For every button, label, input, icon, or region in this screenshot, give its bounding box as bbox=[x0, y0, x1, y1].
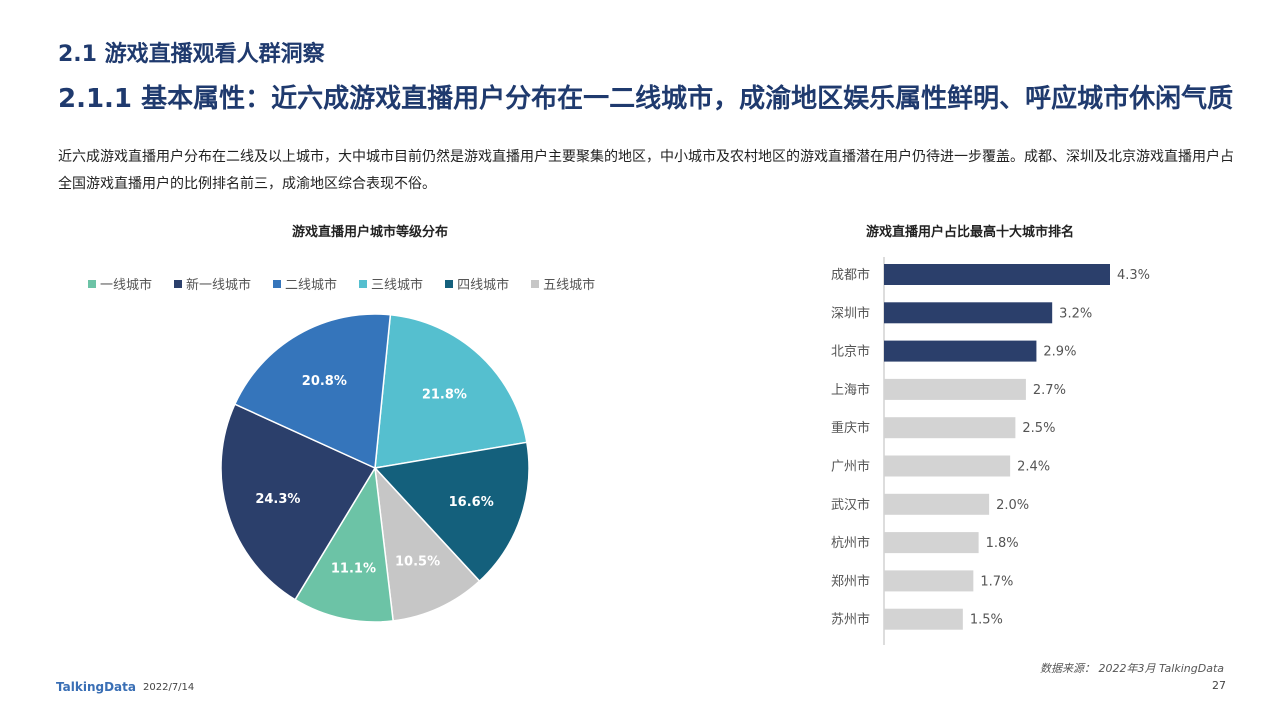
pie-chart-title: 游戏直播用户城市等级分布 bbox=[291, 225, 448, 240]
pie-legend: 一线城市 新一线城市 二线城市 三线城市 四线城市 五线城市 bbox=[88, 274, 617, 293]
bar bbox=[884, 264, 1110, 285]
pie-slice-label: 24.3% bbox=[255, 492, 300, 507]
bar-chart: 成都市 4.3% 深圳市 3.2% 北京市 2.9% 上海市 2.7% 重庆市 2.5% 广州市 2.… bbox=[831, 257, 1150, 645]
pie-slice bbox=[294, 465, 394, 623]
bar-category-label: 深圳市 bbox=[831, 305, 870, 321]
bar bbox=[884, 417, 1016, 439]
pie-slice-label: 11.1% bbox=[331, 561, 376, 576]
legend-swatch bbox=[531, 279, 540, 288]
bar-category-label: 重庆市 bbox=[831, 420, 870, 436]
bar bbox=[884, 455, 1011, 477]
legend-label: 五线城市 bbox=[543, 278, 596, 293]
legend-item: 五线城市 bbox=[531, 274, 595, 293]
bar-category-label: 郑州市 bbox=[831, 573, 870, 589]
bar-value-label: 3.2% bbox=[1059, 306, 1092, 321]
legend-item: 二线城市 bbox=[273, 274, 337, 293]
bar bbox=[884, 302, 1053, 324]
legend-label: 三线城市 bbox=[371, 278, 424, 293]
legend-item: 三线城市 bbox=[359, 274, 423, 293]
bar bbox=[884, 378, 1026, 400]
legend-label: 一线城市 bbox=[100, 278, 153, 293]
bar bbox=[884, 493, 990, 515]
bar-category-label: 广州市 bbox=[831, 459, 870, 475]
legend-label: 新一线城市 bbox=[186, 278, 252, 293]
bar-value-label: 4.3% bbox=[1117, 268, 1150, 283]
bar-value-label: 1.5% bbox=[970, 613, 1003, 628]
pie-slice bbox=[220, 403, 377, 601]
page-title: 2.1.1 基本属性：近六成游戏直播用户分布在一二线城市，成渝地区娱乐属性鲜明、… bbox=[58, 84, 1234, 114]
pie-slice-label: 10.5% bbox=[395, 554, 440, 569]
page-number: 27 bbox=[1212, 679, 1226, 692]
pie-slice bbox=[233, 313, 392, 470]
bar bbox=[884, 340, 1037, 362]
bar-value-label: 1.8% bbox=[986, 536, 1019, 551]
bar bbox=[884, 532, 979, 554]
bar-category-label: 武汉市 bbox=[831, 497, 870, 513]
bar bbox=[884, 608, 963, 630]
bar-value-label: 2.0% bbox=[996, 498, 1029, 513]
pie-slice-label: 20.8% bbox=[302, 374, 347, 389]
bar-category-label: 北京市 bbox=[831, 344, 870, 360]
pie-slice bbox=[373, 465, 481, 622]
bar bbox=[884, 570, 974, 592]
legend-item: 新一线城市 bbox=[174, 274, 251, 293]
data-source: 数据来源： 2022年3月 TalkingData bbox=[1040, 662, 1224, 675]
legend-swatch bbox=[273, 279, 282, 288]
legend-swatch bbox=[88, 279, 96, 288]
bar-value-label: 1.7% bbox=[980, 574, 1013, 589]
pie-chart: 21.8% 16.6% 10.5% 11.1% 24.3% 20.8% bbox=[220, 313, 530, 623]
section-title: 2.1 游戏直播观看人群洞察 bbox=[58, 42, 325, 67]
bar-value-label: 2.7% bbox=[1033, 383, 1066, 398]
intro-paragraph: 近六成游戏直播用户分布在二线及以上城市，大中城市目前仍然是游戏直播用户主要聚集的… bbox=[58, 149, 1234, 192]
bar-category-label: 苏州市 bbox=[831, 612, 870, 628]
legend-item: 四线城市 bbox=[445, 274, 509, 293]
pie-slice bbox=[373, 441, 530, 583]
footer-date: 2022/7/14 bbox=[143, 682, 195, 693]
bar-value-label: 2.4% bbox=[1017, 460, 1050, 475]
pie-slice-label: 21.8% bbox=[422, 388, 467, 403]
bar-category-label: 成都市 bbox=[831, 267, 870, 283]
legend-swatch bbox=[359, 279, 368, 288]
legend-swatch bbox=[445, 279, 454, 288]
talkingdata-logo: TalkingData bbox=[56, 680, 136, 694]
legend-label: 四线城市 bbox=[457, 278, 510, 293]
bar-category-label: 杭州市 bbox=[831, 535, 870, 551]
pie-slice-label: 16.6% bbox=[449, 495, 494, 510]
bar-value-label: 2.9% bbox=[1043, 345, 1076, 360]
legend-item: 一线城市 bbox=[88, 274, 152, 293]
pie-slice bbox=[374, 313, 528, 469]
bar-category-label: 上海市 bbox=[831, 382, 870, 398]
legend-swatch bbox=[174, 279, 183, 288]
legend-label: 二线城市 bbox=[285, 278, 338, 293]
bar-chart-title: 游戏直播用户占比最高十大城市排名 bbox=[865, 225, 1074, 240]
bar-value-label: 2.5% bbox=[1022, 421, 1055, 436]
